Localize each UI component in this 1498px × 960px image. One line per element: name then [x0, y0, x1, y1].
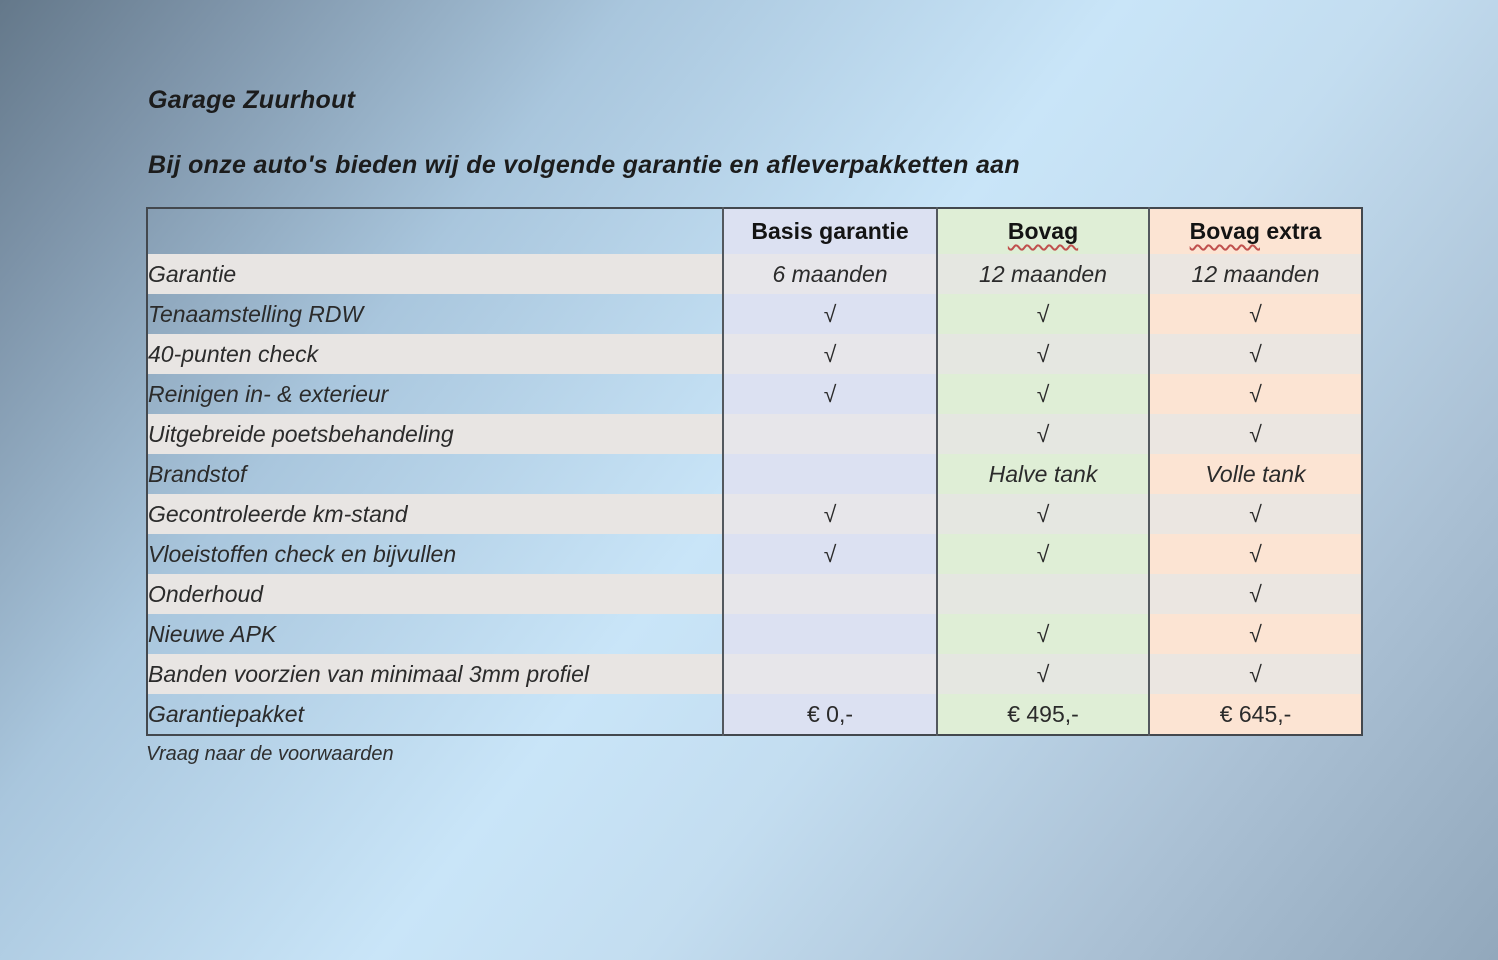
row-label: Brandstof: [148, 460, 247, 487]
row-label: Tenaamstelling RDW: [148, 300, 364, 327]
extra-check: √: [1148, 574, 1362, 614]
bovag-check: √: [936, 614, 1149, 654]
basis-check: √: [722, 534, 937, 574]
row-label: Garantiepakket: [148, 700, 304, 727]
row-label: Reinigen in- & exterieur: [148, 380, 389, 407]
row-label: Nieuwe APK: [148, 620, 277, 647]
basis-value: [722, 454, 937, 494]
header-basis-garantie: Basis garantie: [722, 208, 937, 254]
row-label: Garantie: [147, 254, 723, 294]
bovag-check: √: [936, 334, 1149, 374]
table-header-row: Basis garantie Bovag Bovag extra: [147, 208, 1362, 254]
table-row-tenaamstelling: Tenaamstelling RDW √ √ √: [147, 294, 1362, 334]
table-row-40-punten-check: 40-punten check √ √ √: [147, 334, 1362, 374]
bovag-check: √: [936, 294, 1149, 334]
extra-price: € 645,-: [1148, 694, 1362, 735]
table-row-reinigen: Reinigen in- & exterieur √ √ √: [147, 374, 1362, 414]
basis-check: [722, 414, 937, 454]
page-title: Garage Zuurhout: [148, 86, 356, 114]
row-label: Gecontroleerde km-stand: [147, 494, 723, 534]
basis-check: √: [722, 374, 937, 414]
header-bovag: Bovag: [936, 208, 1149, 254]
bovag-check: √: [936, 654, 1149, 694]
basis-check: √: [722, 294, 937, 334]
header-bovag-extra: Bovag extra: [1148, 208, 1362, 254]
table-row-km-stand: Gecontroleerde km-stand √ √ √: [147, 494, 1362, 534]
bovag-extra-label-word2: extra: [1259, 218, 1322, 244]
basis-check: √: [722, 334, 937, 374]
row-label: Vloeistoffen check en bijvullen: [148, 540, 457, 567]
table-row-banden: Banden voorzien van minimaal 3mm profiel…: [147, 654, 1362, 694]
page-subtitle: Bij onze auto's bieden wij de volgende g…: [148, 151, 1020, 179]
bovag-check: [936, 574, 1149, 614]
extra-check: √: [1148, 654, 1362, 694]
row-label: Onderhoud: [147, 574, 723, 614]
table-row-onderhoud: Onderhoud √: [147, 574, 1362, 614]
extra-check: √: [1148, 534, 1362, 574]
table-row-nieuwe-apk: Nieuwe APK √ √: [147, 614, 1362, 654]
warranty-packages-table: Basis garantie Bovag Bovag extra Garanti…: [146, 207, 1363, 736]
extra-value: Volle tank: [1148, 454, 1362, 494]
basis-check: [722, 654, 937, 694]
row-label: Banden voorzien van minimaal 3mm profiel: [147, 654, 723, 694]
basis-check: [722, 614, 937, 654]
bovag-check: √: [936, 414, 1149, 454]
basis-price: € 0,-: [722, 694, 937, 735]
bovag-value: Halve tank: [936, 454, 1149, 494]
bovag-value: 12 maanden: [936, 254, 1149, 294]
extra-check: √: [1148, 494, 1362, 534]
bovag-label: Bovag: [1007, 218, 1079, 244]
extra-check: √: [1148, 374, 1362, 414]
bovag-price: € 495,-: [936, 694, 1149, 735]
table-row-garantie: Garantie 6 maanden 12 maanden 12 maanden: [147, 254, 1362, 294]
extra-check: √: [1148, 614, 1362, 654]
extra-check: √: [1148, 414, 1362, 454]
table-row-poetsbehandeling: Uitgebreide poetsbehandeling √ √: [147, 414, 1362, 454]
basis-value: 6 maanden: [722, 254, 937, 294]
bovag-check: √: [936, 494, 1149, 534]
extra-check: √: [1148, 294, 1362, 334]
table-row-garantiepakket: Garantiepakket € 0,- € 495,- € 645,-: [147, 694, 1362, 735]
bovag-check: √: [936, 374, 1149, 414]
row-label: 40-punten check: [147, 334, 723, 374]
table-row-vloeistoffen: Vloeistoffen check en bijvullen √ √ √: [147, 534, 1362, 574]
header-empty-cell: [147, 208, 723, 254]
basis-check: [722, 574, 937, 614]
row-label: Uitgebreide poetsbehandeling: [147, 414, 723, 454]
bovag-check: √: [936, 534, 1149, 574]
extra-check: √: [1148, 334, 1362, 374]
basis-check: √: [722, 494, 937, 534]
table-row-brandstof: Brandstof Halve tank Volle tank: [147, 454, 1362, 494]
bovag-extra-label-word1: Bovag: [1189, 218, 1260, 244]
extra-value: 12 maanden: [1148, 254, 1362, 294]
footnote: Vraag naar de voorwaarden: [146, 743, 394, 765]
